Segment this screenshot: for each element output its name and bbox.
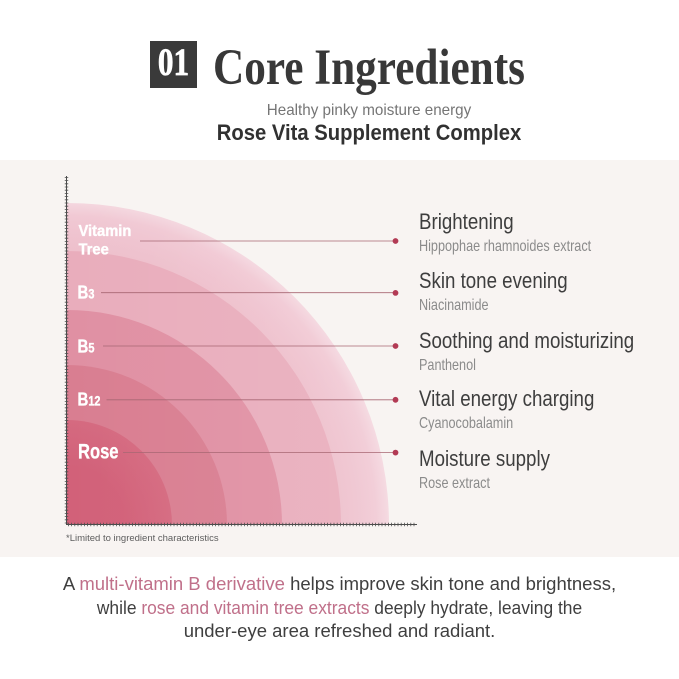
svg-text:Tree: Tree bbox=[79, 241, 109, 258]
svg-text:Rose: Rose bbox=[78, 441, 119, 464]
svg-text:B5: B5 bbox=[78, 336, 95, 357]
svg-text:Vitamin: Vitamin bbox=[79, 223, 132, 240]
svg-text:B3: B3 bbox=[78, 282, 95, 303]
svg-text:B12: B12 bbox=[78, 389, 101, 410]
